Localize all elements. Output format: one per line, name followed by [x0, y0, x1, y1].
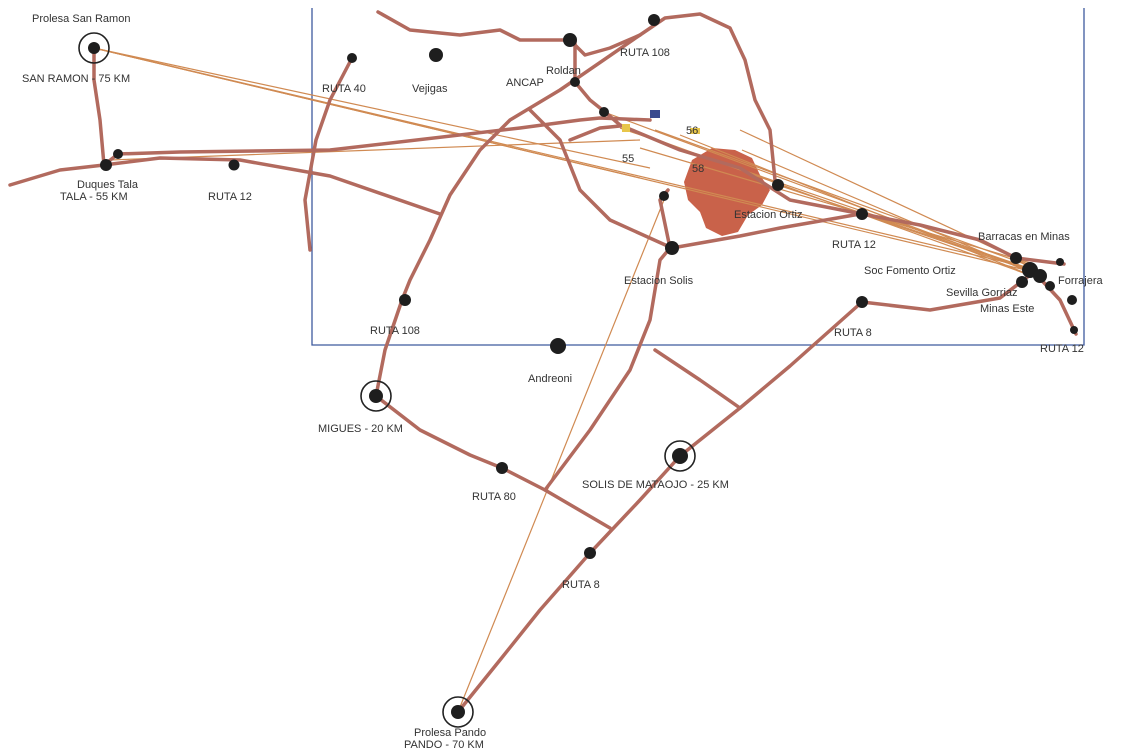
- label-pando: PANDO - 70 KM: [404, 739, 484, 751]
- depot-marker: [650, 110, 660, 118]
- label-ruta40: RUTA 40: [322, 83, 366, 95]
- road-network: [8, 10, 1078, 714]
- label-andreoni: Andreoni: [528, 373, 572, 385]
- label-migues: MIGUES - 20 KM: [318, 423, 403, 435]
- label-ruta108-top: RUTA 108: [620, 47, 670, 59]
- label-soc-fomento: Soc Fomento Ortiz: [864, 265, 956, 277]
- map-labels: Prolesa San Ramon SAN RAMON - 75 KM Duqu…: [22, 13, 1104, 751]
- label-forrajera: Forrajera: [1058, 275, 1104, 287]
- label-san-ramon: SAN RAMON - 75 KM: [22, 73, 130, 85]
- study-area-frame: [311, 8, 1085, 346]
- label-ruta80: RUTA 80: [472, 491, 516, 503]
- target-rings: [78, 32, 696, 728]
- nodes: [88, 14, 1078, 719]
- label-vejigas: Vejigas: [412, 83, 448, 95]
- label-roldan: Roldan: [546, 65, 581, 77]
- yellow-marker-2: [622, 124, 630, 132]
- label-ruta12-west: RUTA 12: [208, 191, 252, 203]
- label-duques-tala: Duques Tala: [77, 179, 139, 191]
- urban-area: [684, 148, 770, 236]
- label-ruta8-east: RUTA 8: [834, 327, 872, 339]
- label-tala: TALA - 55 KM: [60, 191, 128, 203]
- label-estacion-ortiz: Estacion Ortiz: [734, 209, 802, 221]
- label-minas-este: Minas Este: [980, 303, 1034, 315]
- label-barracas: Barracas en Minas: [978, 231, 1070, 243]
- route-lines: [93, 47, 1039, 713]
- label-56: 56: [686, 125, 698, 137]
- label-ruta108-left: RUTA 108: [370, 325, 420, 337]
- label-ancap: ANCAP: [506, 77, 544, 89]
- label-ruta12-far: RUTA 12: [1040, 343, 1084, 355]
- label-sevilla-gorriaz: Sevilla Gorriaz: [946, 287, 1018, 299]
- yellow-marker: [690, 128, 700, 134]
- label-prolesa-san-ramon: Prolesa San Ramon: [32, 13, 130, 25]
- label-55: 55: [622, 153, 634, 165]
- label-ruta8-south: RUTA 8: [562, 579, 600, 591]
- label-solis-mataojo: SOLIS DE MATAOJO - 25 KM: [582, 479, 729, 491]
- label-estacion-solis: Estacion Solis: [624, 275, 694, 287]
- label-58: 58: [692, 163, 704, 175]
- label-ruta12-east: RUTA 12: [832, 239, 876, 251]
- label-prolesa-pando: Prolesa Pando: [414, 727, 486, 739]
